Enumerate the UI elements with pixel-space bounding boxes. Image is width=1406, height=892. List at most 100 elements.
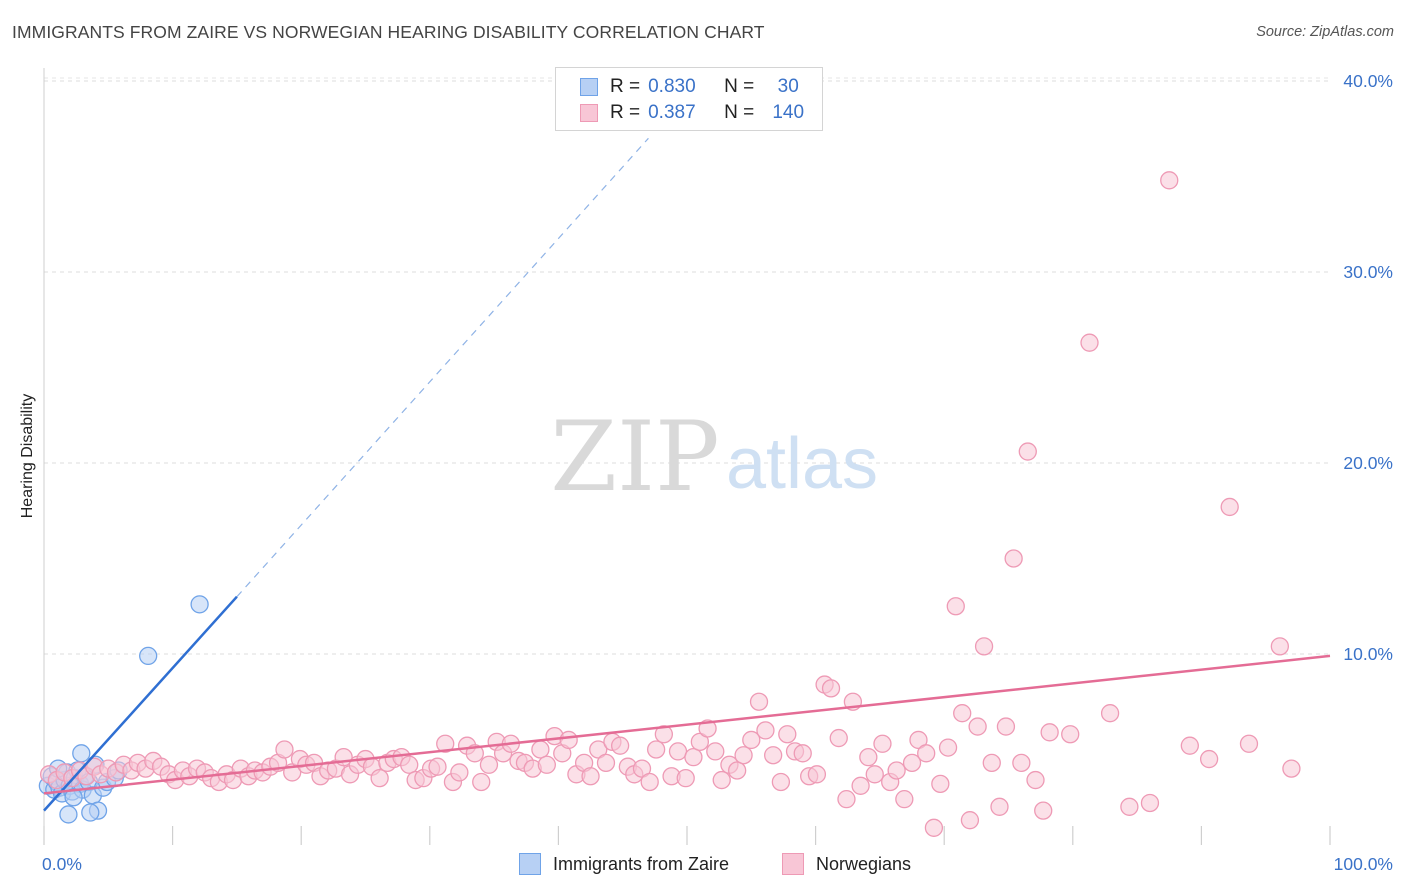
- norwegians-point: [931, 774, 950, 794]
- norwegians-point: [793, 744, 812, 763]
- norwegians-point: [1270, 637, 1289, 656]
- y-tick-label: 20.0%: [1343, 453, 1393, 473]
- x-tick-labels: 0.0% 100.0%: [42, 854, 1393, 874]
- norwegians-point: [1239, 734, 1259, 753]
- norwegians-point: [924, 818, 944, 837]
- norwegians-point: [275, 740, 294, 759]
- zaire-point: [72, 744, 91, 763]
- norwegians-point: [450, 763, 469, 782]
- norwegians-point: [865, 765, 884, 784]
- legend-r-value: 0.830: [648, 76, 696, 97]
- norwegians-point: [1100, 704, 1120, 723]
- norwegians-point: [1026, 770, 1045, 790]
- norwegians-point: [1120, 797, 1139, 816]
- norwegians-point: [974, 637, 994, 656]
- norwegians-point: [428, 757, 447, 776]
- norwegians-point: [837, 790, 856, 809]
- norwegians-point: [734, 746, 753, 765]
- zaire-point: [81, 803, 100, 822]
- norwegians-point: [749, 692, 769, 711]
- norwegians-point: [728, 761, 747, 780]
- zaire-trend-line: [43, 595, 238, 812]
- bottom-legend-norwegians: Norwegians: [782, 851, 911, 877]
- norwegians-point: [1199, 749, 1219, 769]
- norwegians-point: [1040, 723, 1059, 742]
- norwegians-point: [610, 736, 630, 755]
- norwegians-point: [859, 747, 878, 767]
- chart-title: IMMIGRANTS FROM ZAIRE VS NORWEGIAN HEARI…: [12, 22, 765, 42]
- norwegians-point: [596, 753, 616, 773]
- legend-n-value: 30: [777, 76, 799, 97]
- norwegians-point: [851, 776, 870, 795]
- norwegians-point: [756, 721, 775, 740]
- norwegians-point: [968, 717, 987, 736]
- bottom-legend-swatch-zaire: [519, 853, 541, 875]
- norwegians-point: [990, 797, 1009, 816]
- norwegians-point: [1018, 442, 1037, 461]
- norwegians-point: [887, 761, 906, 780]
- norwegians-point: [1034, 801, 1053, 820]
- bottom-legend-label-zaire: Immigrants from Zaire: [553, 853, 730, 874]
- legend-swatch-zaire: [580, 78, 598, 96]
- bottom-legend-swatch-norwegians: [782, 853, 804, 875]
- norwegians-point: [917, 744, 936, 763]
- norwegians-point: [676, 769, 695, 788]
- norwegians-point: [698, 719, 717, 738]
- norwegians-point: [771, 772, 791, 792]
- norwegians-point: [1220, 497, 1239, 517]
- legend-n-label: N =: [724, 76, 755, 97]
- norwegians-point: [370, 769, 389, 788]
- y-tick-label: 30.0%: [1343, 262, 1393, 282]
- norwegians-point: [640, 772, 659, 792]
- norwegians-point: [982, 753, 1001, 773]
- norwegians-point: [1282, 759, 1301, 778]
- norwegians-point: [654, 725, 674, 744]
- watermark: ZIP atlas: [550, 401, 878, 513]
- gridlines: [44, 77, 1330, 655]
- legend-row-zaire: R = 0.830 N = 30: [580, 75, 808, 99]
- norwegians-point: [902, 753, 922, 773]
- norwegians-point: [581, 767, 600, 786]
- norwegians-point: [946, 597, 965, 616]
- legend-r-value: 0.387: [648, 102, 696, 123]
- norwegians-point: [1061, 725, 1080, 744]
- legend-n-value: 140: [772, 102, 805, 123]
- norwegians-trend-line: [43, 654, 1331, 795]
- norwegians-point: [531, 740, 550, 759]
- norwegians-point: [996, 717, 1016, 736]
- norwegians-point: [559, 730, 578, 750]
- legend-r-label: R =: [610, 76, 641, 97]
- x-tick-label: 0.0%: [42, 854, 82, 874]
- zaire-trend-extension: [236, 137, 649, 598]
- zaire-point: [190, 595, 209, 614]
- trend-lines: [43, 137, 1331, 812]
- norwegians-point: [1012, 753, 1031, 773]
- norwegians-point: [706, 742, 725, 761]
- watermark-zip: ZIP: [550, 401, 719, 513]
- norwegians-point: [807, 765, 827, 784]
- norwegians-point: [821, 679, 841, 698]
- bottom-legend-zaire: Immigrants from Zaire: [519, 851, 729, 877]
- norwegians-point: [479, 755, 499, 774]
- norwegians-point: [953, 704, 972, 723]
- y-tick-labels: 10.0% 20.0% 30.0% 40.0%: [1343, 71, 1393, 664]
- norwegians-point: [960, 811, 980, 830]
- zaire-point: [59, 805, 78, 824]
- bottom-legend-label-norwegians: Norwegians: [816, 853, 912, 874]
- y-tick-label: 10.0%: [1343, 644, 1393, 664]
- norwegians-point: [742, 730, 761, 750]
- norwegians-point: [1160, 171, 1179, 190]
- y-tick-label: 40.0%: [1343, 71, 1393, 91]
- norwegians-point: [712, 770, 731, 790]
- norwegians-point: [764, 746, 783, 765]
- norwegians-point: [472, 772, 491, 792]
- zaire-point: [64, 788, 83, 807]
- norwegians-point: [646, 740, 666, 759]
- norwegians-point: [778, 725, 797, 744]
- watermark-atlas: atlas: [726, 424, 878, 504]
- legend-row-norwegians: R = 0.387 N = 140: [580, 101, 808, 125]
- norwegians-point: [938, 738, 958, 757]
- legend-swatch-norwegians: [580, 104, 598, 122]
- chart-source: Source: ZipAtlas.com: [1256, 24, 1394, 40]
